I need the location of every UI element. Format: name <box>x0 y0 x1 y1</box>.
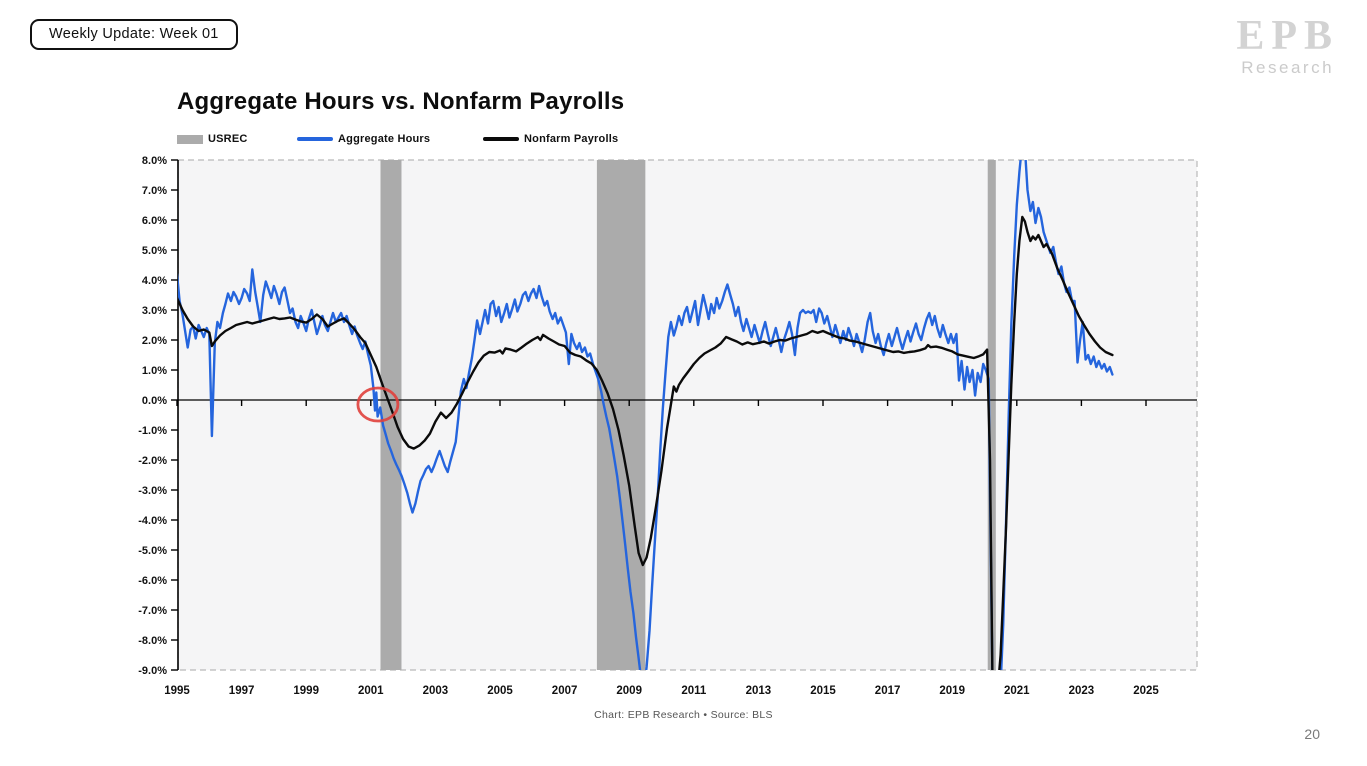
x-tick-label: 1997 <box>229 685 255 697</box>
x-tick-label: 2001 <box>358 685 384 697</box>
weekly-update-badge: Weekly Update: Week 01 <box>30 19 238 50</box>
epb-logo-text: EPB <box>1236 13 1339 59</box>
y-tick-label: -1.0% <box>138 425 167 437</box>
y-tick-label: 3.0% <box>142 305 167 317</box>
annotation-circle <box>356 386 400 423</box>
chart-title: Aggregate Hours vs. Nonfarm Payrolls <box>177 88 625 115</box>
y-tick-label: 0.0% <box>142 395 167 407</box>
legend-item-usrec: USREC <box>177 132 248 146</box>
plot-area <box>178 160 1197 670</box>
series-group <box>178 160 1114 670</box>
y-tick-label: 5.0% <box>142 245 167 257</box>
legend-label-usrec: USREC <box>208 133 248 145</box>
x-tick-label: 2007 <box>552 685 578 697</box>
chart-source-note: Chart: EPB Research • Source: BLS <box>594 709 773 721</box>
y-tick-label: -9.0% <box>138 665 167 677</box>
x-tick-label: 2023 <box>1069 685 1095 697</box>
recession-band <box>987 160 996 670</box>
y-tick-label: 6.0% <box>142 215 167 227</box>
recession-band <box>596 160 646 670</box>
x-tick-label: 2005 <box>487 685 513 697</box>
y-tick-label: -4.0% <box>138 515 167 527</box>
y-tick-label: -8.0% <box>138 635 167 647</box>
series-line-aggregate-hours <box>178 160 1114 670</box>
x-tick-label: 2013 <box>746 685 772 697</box>
y-tick-label: 4.0% <box>142 275 167 287</box>
y-tick-label: -5.0% <box>138 545 167 557</box>
legend-label-nonfarm-payrolls: Nonfarm Payrolls <box>524 133 619 145</box>
aggregate-hours-line-swatch <box>297 137 333 141</box>
x-tick-label: 2019 <box>939 685 965 697</box>
y-tick-label: 7.0% <box>142 185 167 197</box>
x-tick-label: 2015 <box>810 685 836 697</box>
y-tick-label: 2.0% <box>142 335 167 347</box>
x-tick-label: 2011 <box>681 685 707 697</box>
y-tick-label: 8.0% <box>142 155 167 167</box>
x-tick-label: 2003 <box>423 685 449 697</box>
x-tick-label: 1995 <box>164 685 190 697</box>
usrec-band-swatch <box>177 134 203 144</box>
x-tick-label: 2017 <box>875 685 901 697</box>
legend-item-aggregate-hours: Aggregate Hours <box>297 132 430 146</box>
y-tick-label: -7.0% <box>138 605 167 617</box>
epb-logo-subtext: Research <box>1241 58 1335 77</box>
legend-label-aggregate-hours: Aggregate Hours <box>338 133 431 145</box>
x-tick-label: 2021 <box>1004 685 1030 697</box>
nonfarm-payrolls-line-swatch <box>483 137 519 141</box>
y-tick-label: 1.0% <box>142 365 167 377</box>
y-tick-label: -3.0% <box>138 485 167 497</box>
series-line-nonfarm-payrolls <box>178 215 1114 670</box>
legend-item-nonfarm-payrolls: Nonfarm Payrolls <box>483 132 618 146</box>
y-tick-label: -6.0% <box>138 575 167 587</box>
x-tick-label: 2009 <box>616 685 642 697</box>
y-tick-label: -2.0% <box>138 455 167 467</box>
x-tick-label: 1999 <box>293 685 319 697</box>
page-number: 20 <box>1304 726 1320 742</box>
recession-band <box>380 160 402 670</box>
epb-research-logo: EPB Research <box>1236 14 1339 78</box>
x-tick-label: 2025 <box>1133 685 1159 697</box>
